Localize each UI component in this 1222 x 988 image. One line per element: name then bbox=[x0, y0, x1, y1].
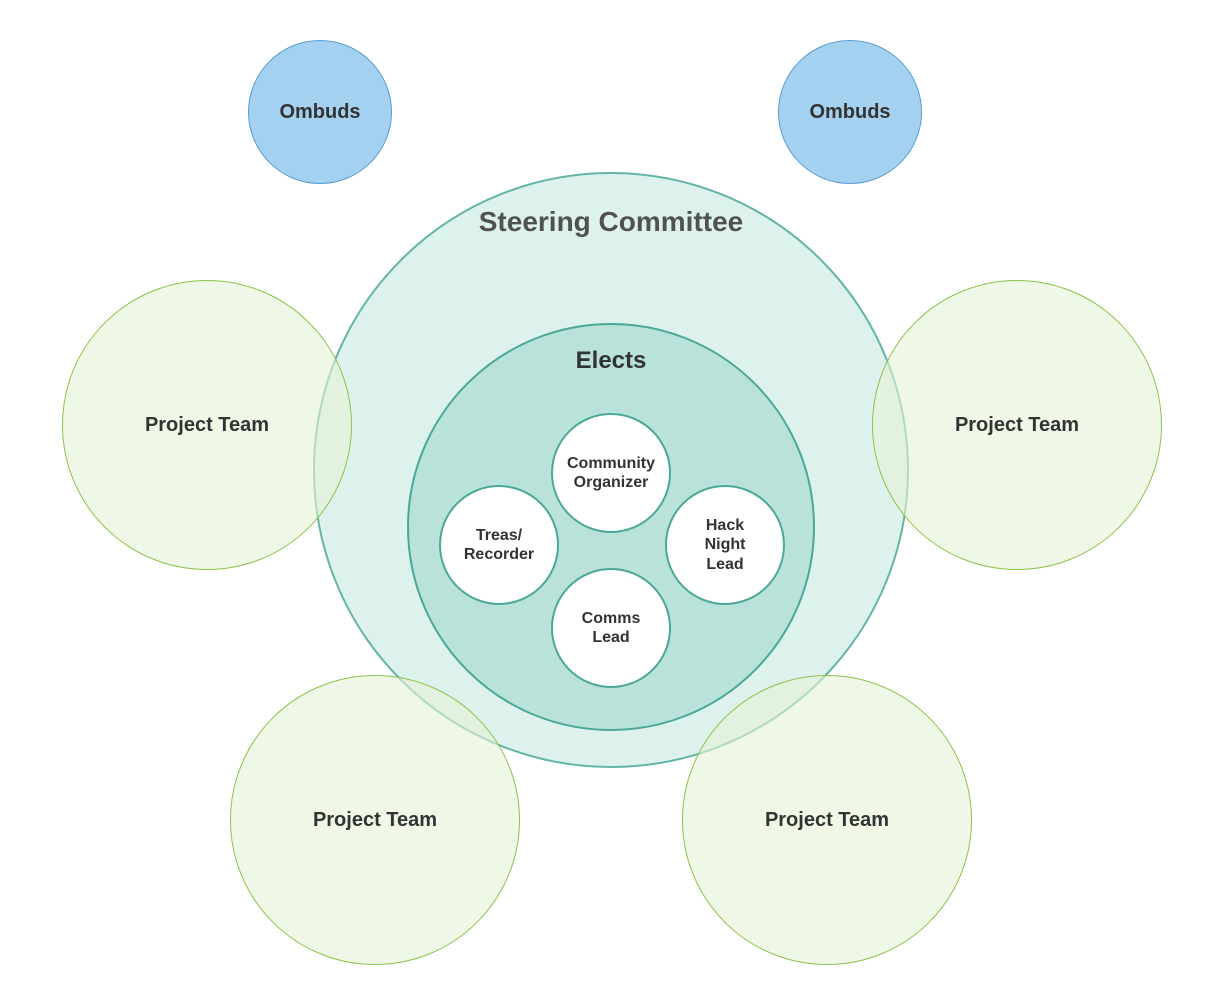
ombuds-right-label: Ombuds bbox=[809, 100, 890, 124]
role-hack-night-lead: Hack Night Lead bbox=[665, 485, 785, 605]
role-treas-recorder: Treas/ Recorder bbox=[439, 485, 559, 605]
steering-committee-label: Steering Committee bbox=[315, 206, 907, 238]
project-team-top-left: Project Team bbox=[62, 280, 352, 570]
project-team-top-left-label: Project Team bbox=[145, 413, 269, 437]
elects-label: Elects bbox=[409, 347, 813, 375]
ombuds-left: Ombuds bbox=[248, 40, 392, 184]
role-community-organizer-label: Community Organizer bbox=[567, 454, 655, 492]
role-treas-recorder-label: Treas/ Recorder bbox=[464, 526, 534, 564]
role-hack-night-lead-label: Hack Night Lead bbox=[705, 516, 746, 574]
project-team-bottom-right-label: Project Team bbox=[765, 808, 889, 832]
role-community-organizer: Community Organizer bbox=[551, 413, 671, 533]
ombuds-right: Ombuds bbox=[778, 40, 922, 184]
ombuds-left-label: Ombuds bbox=[279, 100, 360, 124]
project-team-bottom-right: Project Team bbox=[682, 675, 972, 965]
role-comms-lead: Comms Lead bbox=[551, 568, 671, 688]
project-team-bottom-left-label: Project Team bbox=[313, 808, 437, 832]
project-team-top-right: Project Team bbox=[872, 280, 1162, 570]
diagram-canvas: Steering Committee Elects Community Orga… bbox=[0, 0, 1222, 988]
project-team-top-right-label: Project Team bbox=[955, 413, 1079, 437]
project-team-bottom-left: Project Team bbox=[230, 675, 520, 965]
role-comms-lead-label: Comms Lead bbox=[582, 609, 641, 647]
